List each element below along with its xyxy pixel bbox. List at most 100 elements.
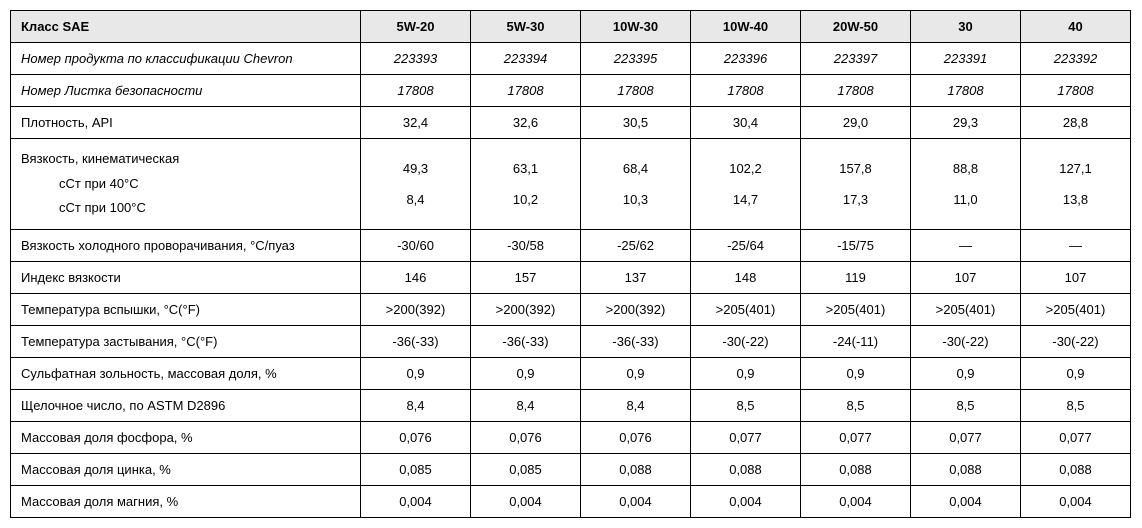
col-header: 10W-40 [691, 11, 801, 43]
col-header: 30 [911, 11, 1021, 43]
cell-value: 223397 [801, 43, 911, 75]
cell-value: 0,9 [801, 358, 911, 390]
cell-value: 32,4 [361, 107, 471, 139]
cell-value: -25/62 [581, 230, 691, 262]
table-row: Вязкость холодного проворачивания, °C/пу… [11, 230, 1131, 262]
col-header: 20W-50 [801, 11, 911, 43]
table-row: Температура застывания, °C(°F)-36(-33)-3… [11, 326, 1131, 358]
cell-value: 8,4 [471, 390, 581, 422]
row-label: Номер продукта по классификации Chevron [11, 43, 361, 75]
cell-value: 119 [801, 262, 911, 294]
row-label: Массовая доля магния, % [11, 486, 361, 518]
cell-value: 0,077 [911, 422, 1021, 454]
table-row: Вязкость, кинематическаясСт при 40°CсСт … [11, 139, 1131, 230]
row-label: Массовая доля цинка, % [11, 454, 361, 486]
cell-value: 137 [581, 262, 691, 294]
cell-value: 157,817,3 [801, 139, 911, 230]
cell-value: 30,5 [581, 107, 691, 139]
cell-value: 0,9 [471, 358, 581, 390]
cell-value: 17808 [801, 75, 911, 107]
cell-value: 0,9 [581, 358, 691, 390]
col-header: 40 [1021, 11, 1131, 43]
row-label: Массовая доля фосфора, % [11, 422, 361, 454]
cell-value: 30,4 [691, 107, 801, 139]
cell-value: 0,076 [361, 422, 471, 454]
row-label: Температура вспышки, °C(°F) [11, 294, 361, 326]
row-label: Щелочное число, по ASTM D2896 [11, 390, 361, 422]
col-header: 5W-20 [361, 11, 471, 43]
cell-value: — [1021, 230, 1131, 262]
cell-value: 0,004 [471, 486, 581, 518]
cell-value: 68,410,3 [581, 139, 691, 230]
cell-value: 32,6 [471, 107, 581, 139]
cell-value: 29,0 [801, 107, 911, 139]
table-row: Индекс вязкости146157137148119107107 [11, 262, 1131, 294]
cell-value: 0,088 [691, 454, 801, 486]
cell-value: -36(-33) [471, 326, 581, 358]
cell-value: 0,085 [361, 454, 471, 486]
cell-value: 102,214,7 [691, 139, 801, 230]
cell-value: 107 [1021, 262, 1131, 294]
cell-value: 0,077 [1021, 422, 1131, 454]
cell-value: 0,088 [911, 454, 1021, 486]
cell-value: 223394 [471, 43, 581, 75]
cell-value: 0,9 [361, 358, 471, 390]
cell-value: -15/75 [801, 230, 911, 262]
cell-value: 17808 [471, 75, 581, 107]
cell-value: 0,076 [581, 422, 691, 454]
cell-value: -30/58 [471, 230, 581, 262]
row-label: Индекс вязкости [11, 262, 361, 294]
cell-value: 0,076 [471, 422, 581, 454]
cell-value: >200(392) [471, 294, 581, 326]
cell-value: 0,9 [1021, 358, 1131, 390]
cell-value: 0,9 [691, 358, 801, 390]
table-row: Плотность, API32,432,630,530,429,029,328… [11, 107, 1131, 139]
cell-value: 0,077 [691, 422, 801, 454]
cell-value: 0,085 [471, 454, 581, 486]
row-label: Вязкость холодного проворачивания, °C/пу… [11, 230, 361, 262]
cell-value: 223396 [691, 43, 801, 75]
cell-value: -25/64 [691, 230, 801, 262]
cell-value: 8,4 [581, 390, 691, 422]
row-label: Температура застывания, °C(°F) [11, 326, 361, 358]
table-body: Номер продукта по классификации Chevron2… [11, 43, 1131, 518]
cell-value: 157 [471, 262, 581, 294]
cell-value: 8,5 [1021, 390, 1131, 422]
cell-value: 0,004 [911, 486, 1021, 518]
cell-value: 0,077 [801, 422, 911, 454]
cell-value: 0,088 [581, 454, 691, 486]
cell-value: 8,5 [911, 390, 1021, 422]
cell-value: >200(392) [581, 294, 691, 326]
table-row: Номер продукта по классификации Chevron2… [11, 43, 1131, 75]
cell-value: >205(401) [1021, 294, 1131, 326]
cell-value: 17808 [691, 75, 801, 107]
cell-value: 8,4 [361, 390, 471, 422]
cell-value: 107 [911, 262, 1021, 294]
cell-value: 223393 [361, 43, 471, 75]
table-row: Массовая доля цинка, %0,0850,0850,0880,0… [11, 454, 1131, 486]
cell-value: 63,110,2 [471, 139, 581, 230]
cell-value: 146 [361, 262, 471, 294]
cell-value: -24(-11) [801, 326, 911, 358]
cell-value: 0,9 [911, 358, 1021, 390]
table-row: Массовая доля магния, %0,0040,0040,0040,… [11, 486, 1131, 518]
row-label: Вязкость, кинематическаясСт при 40°CсСт … [11, 139, 361, 230]
cell-value: -36(-33) [581, 326, 691, 358]
cell-value: 148 [691, 262, 801, 294]
cell-value: 0,004 [1021, 486, 1131, 518]
cell-value: 0,004 [801, 486, 911, 518]
spec-table: Класс SAE 5W-20 5W-30 10W-30 10W-40 20W-… [10, 10, 1131, 518]
cell-value: 0,004 [361, 486, 471, 518]
cell-value: -30(-22) [1021, 326, 1131, 358]
cell-value: 223392 [1021, 43, 1131, 75]
cell-value: 8,5 [691, 390, 801, 422]
row-label: Номер Листка безопасности [11, 75, 361, 107]
header-label: Класс SAE [11, 11, 361, 43]
cell-value: 0,088 [1021, 454, 1131, 486]
cell-value: -36(-33) [361, 326, 471, 358]
table-row: Щелочное число, по ASTM D28968,48,48,48,… [11, 390, 1131, 422]
cell-value: 0,088 [801, 454, 911, 486]
cell-value: 29,3 [911, 107, 1021, 139]
col-header: 10W-30 [581, 11, 691, 43]
cell-value: -30(-22) [911, 326, 1021, 358]
